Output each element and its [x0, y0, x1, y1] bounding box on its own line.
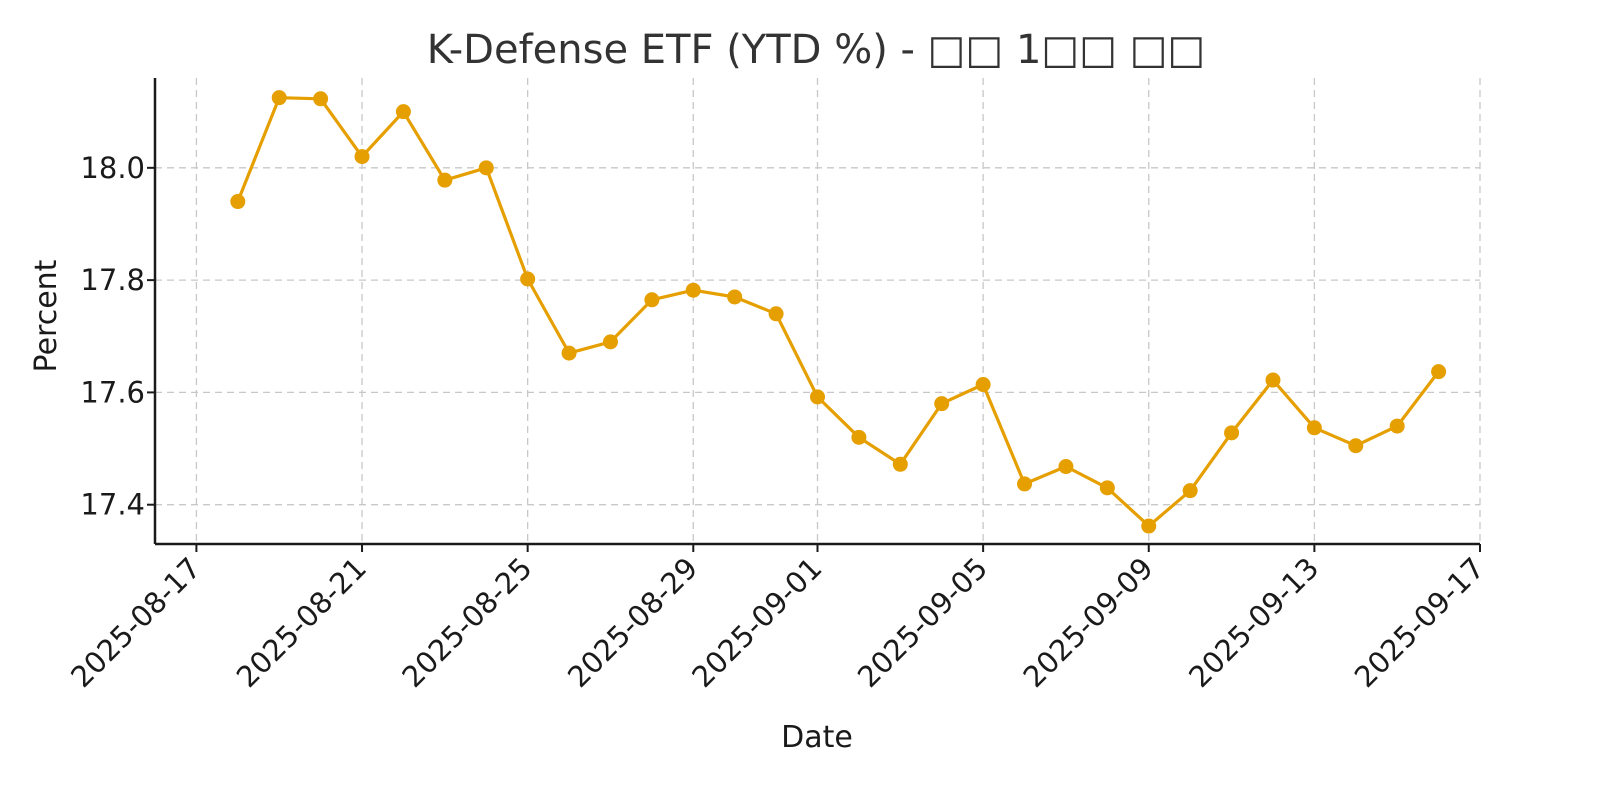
x-tick-label: 2025-09-13 — [1182, 551, 1325, 694]
data-point — [1141, 518, 1157, 534]
x-tick-label: 2025-09-01 — [685, 551, 828, 694]
data-point — [934, 396, 950, 412]
data-point — [685, 282, 701, 298]
data-point — [768, 306, 784, 322]
x-tick-label: 2025-09-05 — [851, 551, 994, 694]
y-axis-label: Percent — [29, 259, 64, 372]
x-tick-label: 2025-08-17 — [64, 551, 207, 694]
x-tick-label: 2025-08-29 — [561, 551, 704, 694]
y-tick-label: 17.4 — [80, 488, 145, 522]
chart-title: K-Defense ETF (YTD %) - □□ 1□□ □□ — [427, 27, 1206, 73]
data-point — [520, 271, 536, 287]
series-line — [236, 96, 1440, 528]
data-point — [561, 345, 577, 361]
series — [230, 90, 1447, 534]
data-point — [1389, 418, 1405, 434]
x-tick-label: 2025-09-17 — [1348, 551, 1491, 694]
data-point — [1348, 438, 1364, 454]
data-point — [1017, 476, 1033, 492]
data-point — [395, 104, 411, 120]
data-point — [478, 160, 494, 176]
data-point — [313, 91, 329, 107]
data-point — [230, 194, 246, 210]
data-point — [1099, 480, 1115, 496]
data-point — [1431, 364, 1447, 380]
data-point — [1182, 483, 1198, 499]
data-point — [1224, 425, 1240, 441]
x-tick-label: 2025-08-21 — [230, 551, 373, 694]
y-tick-label: 18.0 — [80, 151, 145, 185]
data-point — [975, 377, 991, 393]
y-tick-label: 17.8 — [80, 263, 145, 297]
data-point — [354, 149, 370, 165]
data-point — [1058, 459, 1074, 475]
data-point — [644, 292, 660, 308]
x-tick-label: 2025-08-25 — [395, 551, 538, 694]
data-point — [1306, 420, 1322, 436]
data-point — [271, 90, 287, 106]
y-tick-label: 17.6 — [80, 375, 145, 409]
x-tick-label: 2025-09-09 — [1016, 551, 1159, 694]
grid-lines — [155, 78, 1481, 544]
data-point — [437, 172, 453, 188]
data-point — [1265, 372, 1281, 388]
data-point — [810, 389, 825, 405]
data-point — [892, 456, 908, 472]
data-point — [727, 289, 743, 305]
x-axis-label: Date — [781, 720, 853, 755]
data-point — [602, 334, 618, 350]
data-point — [851, 429, 867, 445]
